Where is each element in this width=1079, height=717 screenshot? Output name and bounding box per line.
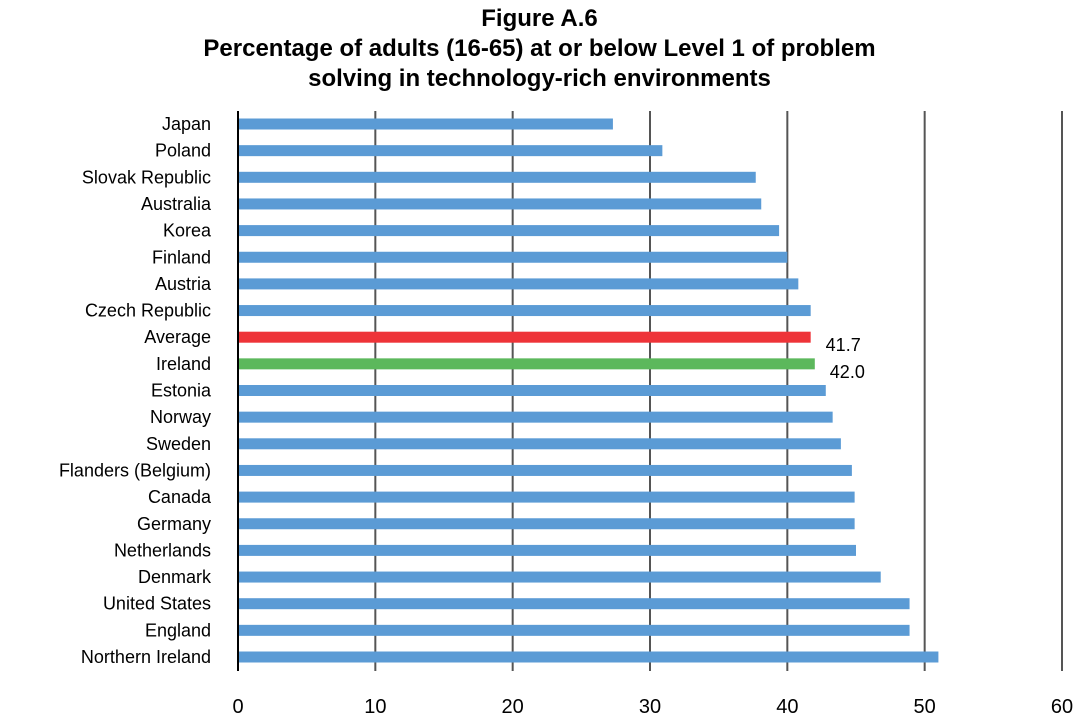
- bar-finland: [238, 252, 787, 263]
- category-label-finland: Finland: [152, 247, 211, 267]
- x-tick-label-60: 60: [1051, 696, 1073, 717]
- category-label-czech-republic: Czech Republic: [85, 301, 211, 321]
- bar-netherlands: [238, 545, 856, 556]
- bar-japan: [238, 119, 613, 130]
- bar-poland: [238, 145, 662, 156]
- bar-average: [238, 332, 811, 343]
- category-label-netherlands: Netherlands: [114, 540, 211, 560]
- category-label-united-states: United States: [103, 594, 211, 614]
- data-label-average: 41.7: [826, 335, 861, 355]
- bar-united-states: [238, 598, 910, 609]
- bar-canada: [238, 492, 855, 503]
- category-label-sweden: Sweden: [146, 434, 211, 454]
- bar-flanders-belgium: [238, 465, 852, 476]
- category-label-flanders-belgium: Flanders (Belgium): [59, 460, 211, 480]
- bar-slovak-republic: [238, 172, 756, 183]
- category-label-japan: Japan: [162, 114, 211, 134]
- bar-germany: [238, 518, 855, 529]
- bar-ireland: [238, 358, 815, 369]
- category-label-estonia: Estonia: [151, 381, 212, 401]
- bar-czech-republic: [238, 305, 811, 316]
- bars: [238, 119, 938, 663]
- x-tick-label-10: 10: [364, 696, 386, 717]
- category-label-australia: Australia: [141, 194, 212, 214]
- category-label-germany: Germany: [137, 514, 211, 534]
- category-label-korea: Korea: [163, 221, 212, 241]
- bar-sweden: [238, 438, 841, 449]
- category-label-slovak-republic: Slovak Republic: [82, 167, 211, 187]
- x-tick-label-30: 30: [639, 696, 661, 717]
- category-label-ireland: Ireland: [156, 354, 211, 374]
- x-tick-label-20: 20: [502, 696, 524, 717]
- category-label-norway: Norway: [150, 407, 211, 427]
- bar-england: [238, 625, 910, 636]
- category-label-northern-ireland: Northern Ireland: [81, 647, 211, 667]
- bar-denmark: [238, 572, 881, 583]
- bar-korea: [238, 225, 779, 236]
- category-label-england: England: [145, 620, 211, 640]
- category-label-average: Average: [144, 327, 211, 347]
- bar-australia: [238, 198, 761, 209]
- bar-northern-ireland: [238, 652, 938, 663]
- bar-norway: [238, 412, 833, 423]
- x-tick-label-40: 40: [776, 696, 798, 717]
- x-tick-label-0: 0: [232, 696, 243, 717]
- bar-estonia: [238, 385, 826, 396]
- x-tick-label-50: 50: [914, 696, 936, 717]
- category-label-austria: Austria: [155, 274, 212, 294]
- bar-austria: [238, 278, 798, 289]
- category-label-denmark: Denmark: [138, 567, 212, 587]
- category-label-canada: Canada: [148, 487, 212, 507]
- data-label-ireland: 42.0: [830, 362, 865, 382]
- category-label-poland: Poland: [155, 141, 211, 161]
